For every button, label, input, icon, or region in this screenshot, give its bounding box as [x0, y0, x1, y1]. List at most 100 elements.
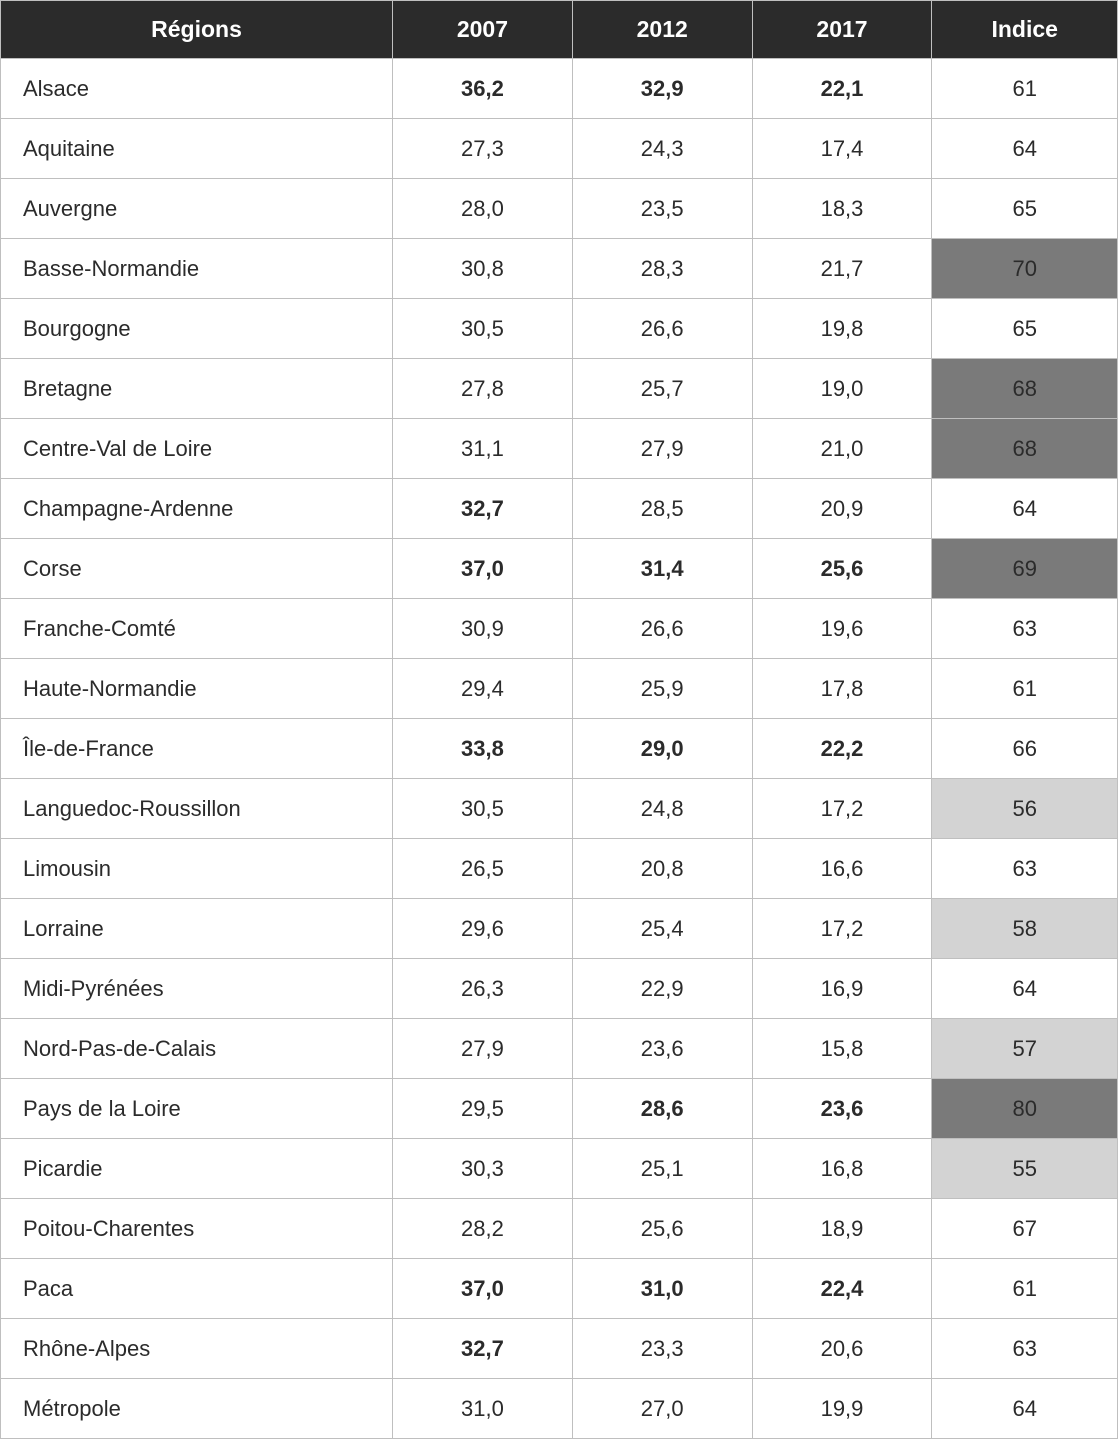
cell-2012: 31,4: [572, 539, 752, 599]
cell-2012: 32,9: [572, 59, 752, 119]
cell-2007: 32,7: [393, 479, 573, 539]
table-row: Champagne-Ardenne32,728,520,964: [1, 479, 1118, 539]
cell-2007: 27,3: [393, 119, 573, 179]
table-row: Métropole31,027,019,964: [1, 1379, 1118, 1439]
table-row: Picardie30,325,116,855: [1, 1139, 1118, 1199]
col-header-indice: Indice: [932, 1, 1118, 59]
cell-region: Nord-Pas-de-Calais: [1, 1019, 393, 1079]
table-row: Paca37,031,022,461: [1, 1259, 1118, 1319]
table-row: Bourgogne30,526,619,865: [1, 299, 1118, 359]
cell-2017: 16,8: [752, 1139, 932, 1199]
table-row: Bretagne27,825,719,068: [1, 359, 1118, 419]
cell-2012: 27,0: [572, 1379, 752, 1439]
cell-region: Franche-Comté: [1, 599, 393, 659]
cell-2017: 17,8: [752, 659, 932, 719]
cell-2012: 22,9: [572, 959, 752, 1019]
cell-2017: 19,0: [752, 359, 932, 419]
table-row: Centre-Val de Loire31,127,921,068: [1, 419, 1118, 479]
cell-region: Picardie: [1, 1139, 393, 1199]
table-row: Pays de la Loire29,528,623,680: [1, 1079, 1118, 1139]
table-row: Nord-Pas-de-Calais27,923,615,857: [1, 1019, 1118, 1079]
cell-region: Auvergne: [1, 179, 393, 239]
cell-region: Pays de la Loire: [1, 1079, 393, 1139]
table-row: Poitou-Charentes28,225,618,967: [1, 1199, 1118, 1259]
cell-2007: 28,0: [393, 179, 573, 239]
cell-indice: 64: [932, 1379, 1118, 1439]
table-row: Aquitaine27,324,317,464: [1, 119, 1118, 179]
cell-indice: 61: [932, 659, 1118, 719]
cell-2017: 21,7: [752, 239, 932, 299]
cell-2017: 23,6: [752, 1079, 932, 1139]
cell-2012: 25,9: [572, 659, 752, 719]
cell-indice: 56: [932, 779, 1118, 839]
cell-2012: 24,8: [572, 779, 752, 839]
cell-2012: 28,3: [572, 239, 752, 299]
cell-region: Centre-Val de Loire: [1, 419, 393, 479]
cell-2017: 17,2: [752, 779, 932, 839]
cell-indice: 61: [932, 1259, 1118, 1319]
cell-region: Champagne-Ardenne: [1, 479, 393, 539]
table-row: Auvergne28,023,518,365: [1, 179, 1118, 239]
cell-2017: 20,9: [752, 479, 932, 539]
cell-region: Paca: [1, 1259, 393, 1319]
cell-region: Métropole: [1, 1379, 393, 1439]
cell-indice: 63: [932, 839, 1118, 899]
cell-2007: 29,4: [393, 659, 573, 719]
cell-2017: 19,8: [752, 299, 932, 359]
table-row: Rhône-Alpes32,723,320,663: [1, 1319, 1118, 1379]
cell-2017: 21,0: [752, 419, 932, 479]
cell-2017: 19,9: [752, 1379, 932, 1439]
cell-2012: 23,5: [572, 179, 752, 239]
table-header-row: Régions 2007 2012 2017 Indice: [1, 1, 1118, 59]
cell-2007: 37,0: [393, 1259, 573, 1319]
cell-region: Île-de-France: [1, 719, 393, 779]
cell-2007: 29,5: [393, 1079, 573, 1139]
table-row: Franche-Comté30,926,619,663: [1, 599, 1118, 659]
cell-region: Midi-Pyrénées: [1, 959, 393, 1019]
cell-indice: 58: [932, 899, 1118, 959]
cell-2012: 25,1: [572, 1139, 752, 1199]
cell-2012: 20,8: [572, 839, 752, 899]
table-row: Basse-Normandie30,828,321,770: [1, 239, 1118, 299]
cell-region: Haute-Normandie: [1, 659, 393, 719]
cell-2007: 33,8: [393, 719, 573, 779]
cell-2007: 30,3: [393, 1139, 573, 1199]
cell-2007: 26,3: [393, 959, 573, 1019]
col-header-2017: 2017: [752, 1, 932, 59]
cell-2012: 26,6: [572, 299, 752, 359]
cell-2007: 27,8: [393, 359, 573, 419]
cell-indice: 61: [932, 59, 1118, 119]
table-row: Limousin26,520,816,663: [1, 839, 1118, 899]
cell-indice: 64: [932, 119, 1118, 179]
cell-region: Basse-Normandie: [1, 239, 393, 299]
cell-2017: 17,4: [752, 119, 932, 179]
cell-2012: 23,6: [572, 1019, 752, 1079]
cell-region: Poitou-Charentes: [1, 1199, 393, 1259]
cell-2012: 24,3: [572, 119, 752, 179]
cell-region: Bourgogne: [1, 299, 393, 359]
cell-2012: 26,6: [572, 599, 752, 659]
cell-2017: 22,4: [752, 1259, 932, 1319]
cell-2017: 16,6: [752, 839, 932, 899]
cell-indice: 65: [932, 299, 1118, 359]
cell-indice: 55: [932, 1139, 1118, 1199]
cell-2017: 22,1: [752, 59, 932, 119]
cell-2007: 30,5: [393, 779, 573, 839]
cell-indice: 80: [932, 1079, 1118, 1139]
cell-region: Corse: [1, 539, 393, 599]
col-header-2007: 2007: [393, 1, 573, 59]
cell-2007: 32,7: [393, 1319, 573, 1379]
cell-region: Aquitaine: [1, 119, 393, 179]
cell-2012: 28,6: [572, 1079, 752, 1139]
cell-2017: 20,6: [752, 1319, 932, 1379]
cell-indice: 67: [932, 1199, 1118, 1259]
cell-indice: 65: [932, 179, 1118, 239]
regions-table: Régions 2007 2012 2017 Indice Alsace36,2…: [0, 0, 1118, 1439]
cell-2007: 27,9: [393, 1019, 573, 1079]
table-row: Languedoc-Roussillon30,524,817,256: [1, 779, 1118, 839]
cell-indice: 70: [932, 239, 1118, 299]
cell-2017: 22,2: [752, 719, 932, 779]
cell-indice: 69: [932, 539, 1118, 599]
cell-2012: 25,7: [572, 359, 752, 419]
cell-indice: 68: [932, 419, 1118, 479]
